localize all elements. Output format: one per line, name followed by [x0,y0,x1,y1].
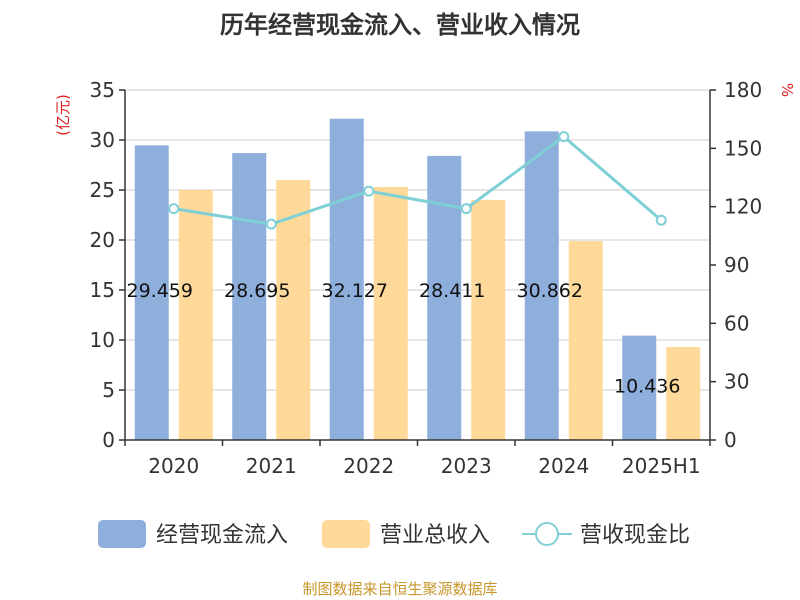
bar-cash-inflow [524,131,559,440]
ratio-point [363,185,375,197]
bars-layer [134,118,701,441]
data-labels-layer: 29.459 28.695 32.127 28.411 30.862 10.436 [127,280,681,398]
source-note: 制图数据来自恒生聚源数据库 [302,580,497,598]
legend-label-2: 营收现金比 [580,523,690,548]
y-left-tick-label: 30 [90,128,115,152]
y-left-tick-label: 35 [90,78,115,102]
x-tick-label: 2022 [343,454,394,478]
y-left-tick-label: 20 [90,228,115,252]
x-tick-label: 2025H1 [622,454,701,478]
legend-swatch-1 [322,520,370,548]
data-label: 10.436 [614,376,680,398]
axes-layer: 0 5 10 15 20 25 30 35 0 30 60 90 120 150 180 2020 2021 20… [54,78,796,478]
y-right-tick-label: 120 [724,195,762,219]
x-tick-label: 2023 [441,454,492,478]
ratio-point [460,203,472,215]
y-right-tick-label: 90 [724,253,749,277]
bar-cash-inflow [329,118,364,440]
legend-label-1: 营业总收入 [380,523,490,548]
y-left-tick-label: 25 [90,178,115,202]
y-right-tick-label: 150 [724,136,762,160]
legend-label-0: 经营现金流入 [156,523,288,548]
y-left-tick-label: 0 [102,428,115,452]
legend: 经营现金流入 营业总收入 营收现金比 [98,520,690,548]
data-label: 32.127 [322,280,388,302]
ratio-point [655,214,667,226]
y-right-tick-label: 30 [724,370,749,394]
bar-revenue [276,180,311,440]
bar-cash-inflow [134,145,169,440]
bar-revenue [666,347,701,440]
legend-marker-2 [535,522,559,546]
y-left-unit: (亿元) [54,94,72,136]
data-label: 28.695 [224,280,290,302]
bar-revenue [178,190,213,440]
bar-revenue [373,187,408,440]
line-layer [168,131,667,230]
y-left-tick-label: 10 [90,328,115,352]
bar-cash-inflow [622,335,657,440]
data-label: 30.862 [517,280,583,302]
x-tick-label: 2024 [538,454,589,478]
bar-revenue [471,200,506,440]
legend-swatch-0 [98,520,146,548]
bar-cash-inflow [232,153,267,441]
grid-lines [125,89,710,391]
bar-revenue [568,241,603,440]
y-right-unit: % [778,83,796,97]
y-left-tick-label: 15 [90,278,115,302]
ratio-line [173,134,663,226]
y-left-tick-label: 5 [102,378,115,402]
y-right-tick-label: 60 [724,311,749,335]
data-label: 29.459 [127,280,193,302]
ratio-point [558,131,570,143]
chart-title: 历年经营现金流入、营业收入情况 [220,11,580,39]
x-tick-label: 2020 [148,454,199,478]
data-label: 28.411 [419,280,485,302]
ratio-point [265,218,277,230]
y-right-tick-label: 180 [724,78,762,102]
y-right-tick-label: 0 [724,428,737,452]
x-tick-label: 2021 [246,454,297,478]
ratio-point [168,203,180,215]
